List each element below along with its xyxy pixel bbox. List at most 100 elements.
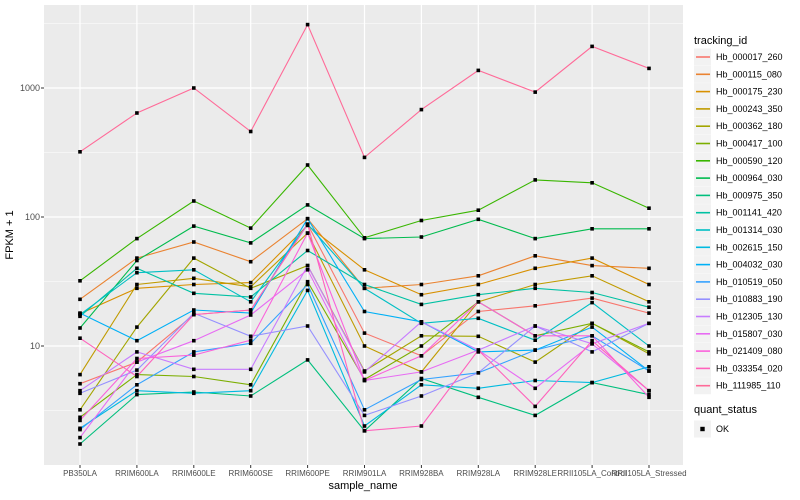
data-point: [419, 394, 424, 398]
legend-title-tracking-id: tracking_id: [694, 35, 747, 47]
data-point: [647, 227, 651, 231]
x-tick-label: RRIM928BA: [399, 469, 444, 478]
data-point: [647, 388, 651, 393]
data-point: [192, 308, 196, 312]
data-point: [78, 279, 82, 283]
data-point: [78, 326, 82, 330]
data-point: [419, 377, 424, 382]
legend-entry-label: Hb_002615_150: [716, 242, 783, 252]
data-point: [248, 367, 253, 372]
data-point: [135, 286, 139, 291]
data-point: [419, 218, 424, 223]
data-point: [362, 378, 367, 383]
data-point: [248, 295, 253, 299]
data-point: [476, 300, 481, 304]
data-point: [362, 282, 367, 287]
data-point: [647, 369, 651, 373]
legend-entry-label: Hb_000964_030: [716, 173, 783, 183]
data-point: [419, 334, 424, 338]
data-point: [305, 231, 310, 235]
data-point: [476, 371, 481, 375]
data-point: [533, 348, 537, 352]
data-point: [419, 282, 424, 287]
data-point: [476, 386, 481, 391]
data-point: [590, 321, 594, 326]
x-tick-label: PB350LA: [63, 469, 97, 478]
data-point: [419, 344, 424, 348]
data-point: [305, 203, 310, 207]
data-point: [647, 365, 651, 369]
data-point: [78, 372, 82, 377]
data-point: [590, 350, 594, 354]
data-point: [590, 342, 594, 346]
legend-entry-label: Hb_001314_030: [716, 225, 783, 235]
data-point: [78, 388, 82, 393]
data-point: [362, 331, 367, 335]
data-point: [647, 66, 651, 71]
data-point: [192, 86, 196, 90]
data-point: [533, 286, 537, 291]
data-point: [135, 325, 139, 329]
data-point: [533, 304, 537, 308]
data-point: [135, 266, 139, 271]
data-point: [647, 266, 651, 271]
data-point: [590, 296, 594, 300]
data-point: [192, 374, 196, 379]
data-point: [476, 68, 481, 73]
legend-entry-label: Hb_000417_100: [716, 139, 783, 149]
plot-panel: [44, 5, 683, 465]
data-point: [192, 312, 196, 317]
data-point: [647, 321, 651, 326]
data-point: [533, 338, 537, 342]
y-tick-label: 1000: [20, 83, 40, 93]
data-point: [305, 222, 310, 226]
data-point: [248, 334, 253, 339]
data-point: [362, 344, 367, 348]
data-point: [248, 308, 253, 312]
data-point: [647, 305, 651, 309]
data-point: [135, 111, 139, 115]
data-point: [647, 282, 651, 287]
x-tick-label: RRII105LA_Stressed: [611, 469, 686, 478]
data-point: [476, 334, 481, 339]
data-point: [135, 282, 139, 287]
legend-entry-label: Hb_015807_030: [716, 329, 783, 339]
data-point: [78, 391, 82, 396]
x-tick-label: RRIM600PE: [285, 469, 329, 478]
legend-entry-label: Hb_000243_350: [716, 104, 783, 114]
data-point: [305, 288, 310, 293]
data-point: [533, 360, 537, 364]
data-point: [590, 325, 594, 329]
data-point: [476, 348, 481, 352]
data-point: [192, 256, 196, 260]
data-point: [590, 181, 594, 185]
data-point: [533, 334, 537, 338]
data-point: [305, 263, 310, 268]
data-point: [305, 324, 310, 328]
data-point: [135, 383, 139, 387]
data-point: [305, 22, 310, 27]
data-point: [590, 44, 594, 49]
legend-entry-label: Hb_012305_130: [716, 312, 783, 322]
data-point: [305, 358, 310, 362]
data-point: [647, 350, 651, 354]
data-point: [78, 427, 82, 432]
data-point: [647, 300, 651, 304]
legend-entry-label: Hb_000975_350: [716, 190, 783, 200]
data-point: [305, 282, 310, 287]
x-axis-title: sample_name: [328, 480, 397, 492]
data-point: [419, 302, 424, 307]
data-point: [78, 408, 82, 412]
data-point: [135, 392, 139, 397]
data-point: [647, 395, 651, 400]
legend-entry-label: Hb_000590_120: [716, 156, 783, 166]
data-point: [647, 311, 651, 315]
data-point: [476, 274, 481, 278]
data-point: [362, 429, 367, 433]
y-axis-title: FPKM + 1: [4, 210, 16, 259]
data-point: [135, 258, 139, 263]
data-point: [248, 259, 253, 264]
data-point: [590, 263, 594, 268]
legend-entry-label: Hb_021409_080: [716, 346, 783, 356]
